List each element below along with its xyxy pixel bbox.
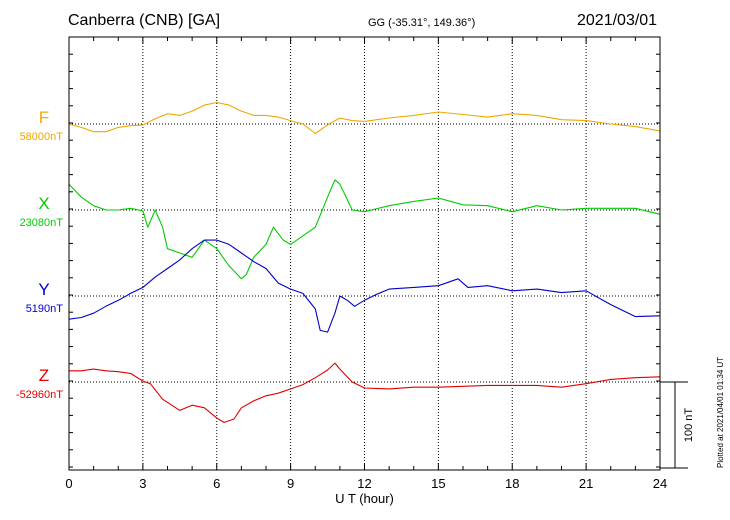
- x-tick-label: 15: [431, 476, 445, 491]
- series-f-baseline-label: 58000nT: [20, 131, 64, 143]
- x-axis-label: U T (hour): [335, 491, 394, 506]
- series-lines: [68, 101, 661, 423]
- x-tick-label: 3: [139, 476, 146, 491]
- series-x-line: [68, 179, 661, 280]
- x-tick-label: 6: [213, 476, 220, 491]
- series-y-label: Y: [38, 280, 49, 299]
- scale-bar-label: 100 nT: [683, 408, 695, 443]
- series-x-baseline-label: 23080nT: [20, 217, 64, 229]
- axis-labels: 0 3 6 9 12 15 18 21 24 U T (hour) F 58000nT X 23080nT…: [16, 108, 667, 506]
- series-y-line: [68, 239, 661, 333]
- x-tick-label: 12: [357, 476, 371, 491]
- x-tick-label: 0: [65, 476, 72, 491]
- x-tick-label: 18: [505, 476, 519, 491]
- series-z-baseline-label: -52960nT: [16, 389, 63, 401]
- station-coordinates: GG (-35.31°, 149.36°): [368, 17, 476, 29]
- x-tick-label: 21: [579, 476, 593, 491]
- x-tick-label: 9: [287, 476, 294, 491]
- chart-date: 2021/03/01: [577, 12, 658, 29]
- scale-bar: 100 nT: [660, 381, 695, 469]
- plot-frame: [68, 36, 661, 471]
- series-z-label: Z: [39, 366, 49, 385]
- series-f-line: [68, 101, 661, 135]
- station-title: Canberra (CNB) [GA]: [68, 12, 221, 29]
- series-y-baseline-label: 5190nT: [26, 303, 64, 315]
- x-tick-label: 24: [653, 476, 667, 491]
- series-f-label: F: [39, 108, 49, 127]
- series-x-label: X: [38, 194, 49, 213]
- series-z-line: [69, 362, 661, 423]
- grid-lines: [69, 37, 660, 470]
